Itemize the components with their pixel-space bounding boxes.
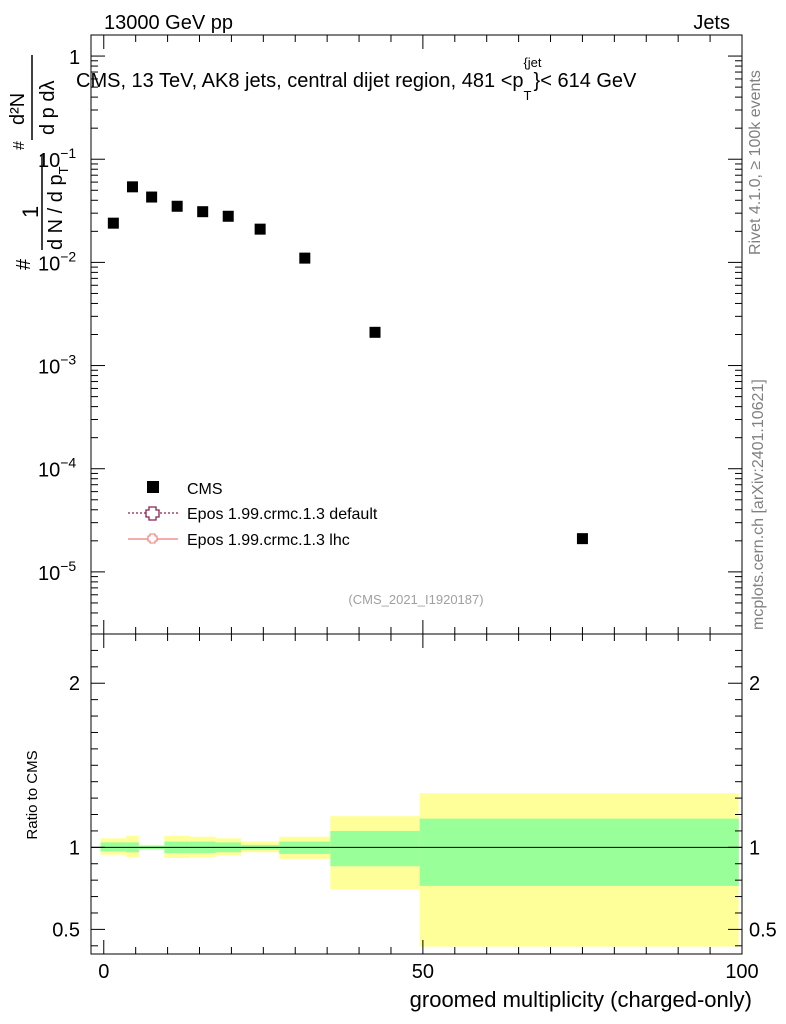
main-y-tick-labels: 110−110−210−310−410−5: [38, 47, 80, 585]
ratio-y-tick-label-right: 2: [749, 673, 760, 695]
x-tick-label: 100: [725, 961, 758, 983]
main-y-tick-label: 1: [69, 47, 80, 69]
tick-base: 10: [38, 253, 60, 275]
tick-exponent: −3: [60, 352, 76, 368]
main-axis-ticks: [91, 35, 743, 634]
tick-exponent: −4: [60, 455, 76, 471]
energy-label: 13000 GeV pp: [104, 12, 233, 34]
ylabel-hash: #: [13, 258, 35, 270]
main-y-tick-label: 10−5: [38, 558, 76, 585]
legend-cms-marker: [147, 481, 159, 493]
ratio-y-tick-label-right: 1: [749, 837, 760, 859]
cms-data-point: [146, 191, 158, 203]
ratio-inner-band: [419, 818, 739, 886]
cms-data-point: [171, 200, 183, 212]
legend-cms-label: CMS: [187, 481, 223, 498]
tick-base: 10: [38, 357, 60, 379]
ratio-y-tick-label-right: 0.5: [749, 919, 777, 941]
cms-data-point: [197, 206, 209, 218]
cms-data-point: [369, 326, 381, 338]
analysis-watermark: (CMS_2021_I1920187): [348, 592, 483, 607]
tick-base: 10: [38, 460, 60, 482]
tick-exponent: −2: [60, 248, 76, 264]
cms-data-points: [107, 181, 588, 545]
ratio-y-tick-label-left: 0.5: [52, 919, 80, 941]
ylabel-numerator: d²N: [7, 93, 29, 125]
ylabel-dn-dpt: d N / d p: [45, 174, 67, 250]
main-y-tick-label: 10−2: [38, 248, 76, 275]
ratio-y-tick-label-left: 1: [69, 837, 80, 859]
main-y-tick-label: 10−4: [38, 455, 76, 482]
ylabel-den-text: d p dλ: [37, 81, 59, 135]
tick-base: 10: [38, 150, 60, 172]
mcplots-label: mcplots.cern.ch [arXiv:2401.10621]: [750, 379, 767, 630]
legend-epos-default-marker: [145, 506, 160, 521]
ylabel-denominator: d p dλ: [37, 81, 59, 135]
legend-epos-lhc-marker: [147, 533, 158, 544]
ylabel-one: 1: [18, 206, 43, 218]
main-y-axis-label: # 1 d N / d pT # d²N d p dλ: [7, 55, 71, 270]
main-panel: 110−110−210−310−410−5 CMS, 13 TeV, AK8 j…: [7, 34, 743, 635]
cms-data-point: [126, 181, 138, 193]
ratio-panel: 0.5 0.5 1 1 2 2 0 50 100 Ratio to CMS groomed m…: [24, 633, 777, 1012]
ylabel-sub-t: T: [56, 166, 71, 174]
ratio-y-tick-labels: 0.5 0.5 1 1 2 2: [52, 673, 777, 941]
cms-data-point: [222, 210, 234, 222]
title-suffix: }< 614 GeV: [534, 70, 638, 92]
main-y-tick-label: 10−3: [38, 352, 76, 379]
x-tick-label: 0: [98, 961, 109, 983]
ylabel-fraction-bottom: d N / d pT: [45, 166, 71, 250]
ratio-y-tick-label-left: 2: [69, 673, 80, 695]
x-axis-label: groomed multiplicity (charged-only): [410, 987, 752, 1012]
title-prefix: CMS, 13 TeV, AK8 jets, central dijet reg…: [76, 70, 524, 92]
tick-exponent: −1: [60, 145, 76, 161]
cms-data-point: [576, 533, 588, 545]
tick-exponent: −5: [60, 558, 76, 574]
ratio-inner-band: [330, 830, 420, 867]
title-sup: {jet: [523, 55, 541, 70]
ratio-frame: [90, 633, 743, 955]
tick-base: 10: [38, 563, 60, 585]
cms-data-point: [107, 217, 119, 229]
process-label: Jets: [693, 12, 730, 34]
legend-epos-lhc-label: Epos 1.99.crmc.1.3 lhc: [187, 532, 350, 549]
main-y-tick-label: 10−1: [38, 145, 76, 172]
cms-data-point: [299, 252, 311, 264]
cms-data-point: [254, 223, 266, 235]
title-sub: T: [524, 88, 532, 103]
plot-title: CMS, 13 TeV, AK8 jets, central dijet reg…: [76, 55, 637, 103]
legend: CMS Epos 1.99.crmc.1.3 default Epos 1.99…: [128, 481, 378, 549]
x-tick-label: 50: [412, 961, 434, 983]
ylabel-hash-2: #: [11, 141, 28, 150]
rivet-version-label: Rivet 4.1.0, ≥ 100k events: [747, 70, 764, 255]
legend-epos-default-label: Epos 1.99.crmc.1.3 default: [187, 506, 378, 523]
ratio-y-axis-label: Ratio to CMS: [24, 750, 41, 839]
x-tick-labels: 0 50 100: [98, 961, 758, 983]
